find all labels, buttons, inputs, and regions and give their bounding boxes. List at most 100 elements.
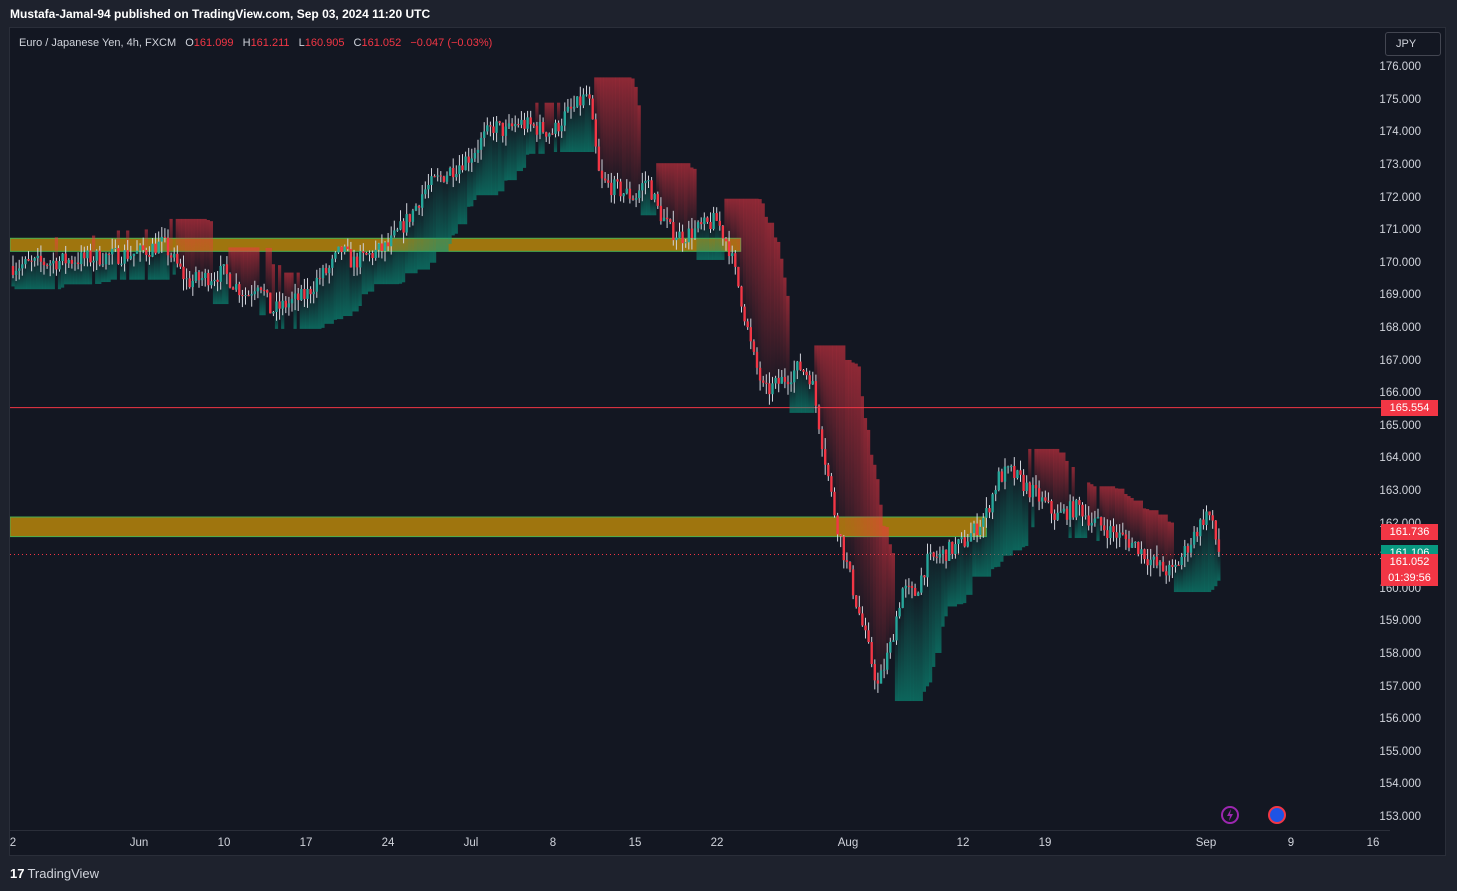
candle[interactable] (259, 286, 263, 294)
candle[interactable] (346, 238, 349, 252)
candle[interactable] (774, 375, 777, 389)
candle[interactable] (244, 287, 247, 305)
candle[interactable] (222, 264, 225, 275)
candle[interactable] (210, 272, 213, 289)
candle[interactable] (284, 296, 287, 314)
candle[interactable] (960, 532, 963, 544)
candle[interactable] (966, 533, 969, 548)
candle[interactable] (27, 251, 30, 262)
candle[interactable] (176, 245, 179, 268)
candle[interactable] (842, 535, 845, 569)
candle[interactable] (1034, 475, 1038, 497)
candle[interactable] (997, 467, 1000, 492)
candle[interactable] (817, 404, 821, 434)
candle[interactable] (337, 246, 340, 255)
candle[interactable] (213, 272, 216, 287)
lightning-icon[interactable] (1221, 806, 1239, 824)
candle[interactable] (111, 238, 114, 265)
candle[interactable] (120, 256, 123, 267)
price-plot[interactable] (10, 28, 1390, 830)
candle[interactable] (585, 85, 588, 97)
candle[interactable] (783, 368, 787, 389)
candle[interactable] (805, 368, 808, 380)
candle[interactable] (1041, 491, 1044, 509)
candle[interactable] (1115, 524, 1118, 549)
candle[interactable] (526, 110, 529, 133)
candle[interactable] (309, 286, 312, 304)
candle[interactable] (1037, 480, 1041, 511)
candle[interactable] (1155, 545, 1159, 569)
candle[interactable] (225, 256, 229, 285)
candle[interactable] (61, 252, 64, 266)
candle[interactable] (712, 206, 715, 231)
candle[interactable] (613, 175, 616, 204)
candle[interactable] (746, 318, 749, 330)
candle[interactable] (827, 462, 830, 481)
candle[interactable] (321, 264, 325, 287)
candle[interactable] (672, 210, 675, 246)
candle[interactable] (786, 375, 790, 395)
candle[interactable] (535, 121, 539, 142)
candle[interactable] (386, 232, 390, 252)
candle[interactable] (269, 292, 272, 314)
candle[interactable] (870, 636, 873, 668)
candle[interactable] (49, 260, 52, 277)
candle[interactable] (405, 203, 408, 236)
candle[interactable] (975, 513, 979, 543)
candle[interactable] (591, 95, 594, 120)
candle[interactable] (895, 610, 898, 645)
candle[interactable] (448, 166, 452, 176)
candle[interactable] (656, 191, 659, 209)
candle[interactable] (690, 217, 694, 250)
candle[interactable] (662, 209, 666, 222)
candle[interactable] (132, 253, 136, 267)
candle[interactable] (706, 216, 709, 224)
candle[interactable] (972, 520, 976, 541)
candle[interactable] (138, 243, 142, 262)
candle[interactable] (1022, 469, 1025, 497)
candle[interactable] (504, 119, 508, 146)
candle[interactable] (886, 643, 889, 675)
tradingview-logo[interactable]: 17 TradingView (10, 866, 99, 881)
candle[interactable] (191, 274, 194, 296)
candle[interactable] (287, 296, 291, 316)
candle[interactable] (235, 273, 238, 292)
candle[interactable] (845, 552, 849, 569)
candle[interactable] (439, 171, 442, 183)
candle[interactable] (616, 172, 619, 189)
candle[interactable] (634, 193, 638, 208)
candle[interactable] (830, 472, 833, 497)
candle[interactable] (1165, 565, 1168, 584)
candle[interactable] (151, 237, 154, 258)
candle[interactable] (145, 247, 148, 262)
price-axis[interactable]: 153.000 154.000 155.000 156.000 157.000 158.0… (1379, 28, 1445, 830)
candle[interactable] (42, 257, 46, 275)
candle[interactable] (414, 203, 418, 212)
candle[interactable] (281, 293, 284, 316)
candle[interactable] (104, 252, 108, 270)
candle[interactable] (107, 252, 111, 265)
candle[interactable] (659, 197, 663, 225)
candle[interactable] (619, 178, 622, 202)
candle[interactable] (799, 353, 802, 371)
candle[interactable] (231, 286, 235, 290)
time-axis[interactable]: 2 Jun 10 17 24 Jul 8 15 22 Aug 12 19 Sep 9 16 (10, 830, 1390, 857)
candle[interactable] (1211, 510, 1214, 529)
candle[interactable] (1205, 505, 1208, 531)
candle[interactable] (610, 172, 613, 203)
candle[interactable] (532, 122, 535, 129)
candle[interactable] (948, 539, 951, 561)
candle[interactable] (765, 374, 768, 394)
candle[interactable] (762, 375, 765, 387)
candle[interactable] (1152, 554, 1155, 569)
candle[interactable] (1000, 468, 1004, 483)
candle[interactable] (1068, 494, 1072, 527)
candle[interactable] (520, 111, 523, 129)
candle[interactable] (622, 192, 625, 203)
candle[interactable] (219, 255, 222, 290)
candle[interactable] (278, 291, 281, 320)
candle[interactable] (501, 122, 504, 143)
candle[interactable] (80, 245, 83, 272)
candle[interactable] (541, 117, 545, 134)
candle[interactable] (1168, 560, 1171, 582)
